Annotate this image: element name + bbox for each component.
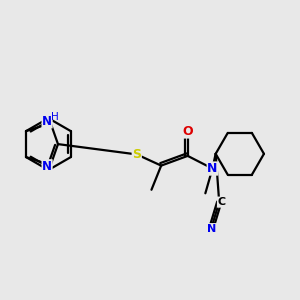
Text: C: C	[218, 197, 226, 207]
Text: N: N	[42, 160, 52, 173]
Text: N: N	[42, 115, 52, 128]
Text: O: O	[182, 125, 193, 138]
Text: N: N	[207, 224, 217, 234]
Text: N: N	[207, 162, 218, 175]
Text: S: S	[132, 148, 141, 161]
Text: H: H	[51, 112, 59, 122]
